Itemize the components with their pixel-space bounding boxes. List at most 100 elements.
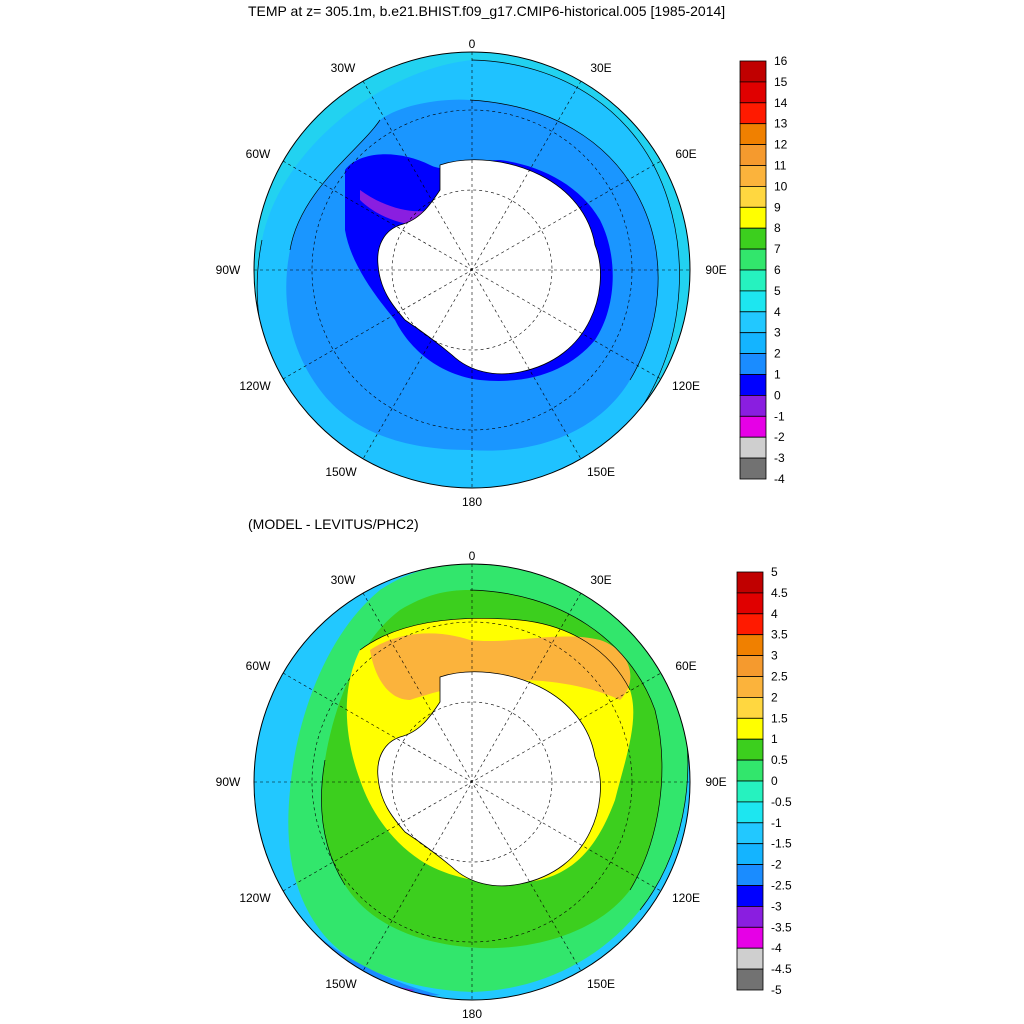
top-colorbar-swatch-5 xyxy=(739,165,767,187)
top-colorbar-swatch-11 xyxy=(739,290,767,313)
top-colorbar-label-1: 15 xyxy=(774,75,788,89)
top-colorbar-label-7: 9 xyxy=(774,200,781,214)
bottom-colorbar-label-2: 4 xyxy=(771,607,778,621)
top-lon-label-0: 0 xyxy=(469,37,476,51)
top-colorbar-label-9: 7 xyxy=(774,242,781,256)
top-colorbar-label-13: 3 xyxy=(774,326,781,340)
bottom-colorbar-label-13: -1.5 xyxy=(771,837,792,851)
top-colorbar-swatch-15 xyxy=(739,374,767,396)
bottom-antarctica xyxy=(377,671,601,887)
top-lon-label-7: 150W xyxy=(325,465,357,479)
bottom-map-title: (MODEL - LEVITUS/PHC2) xyxy=(248,516,419,532)
top-colorbar-swatch-7 xyxy=(739,206,767,229)
bottom-colorbar: 5 4.5 4 3.5 3 2.5 2 1.5 1 0.5 0 -0.5 -1 -1.5 -2 -2.5 -3 -… xyxy=(736,565,792,997)
top-colorbar-label-10: 6 xyxy=(774,263,781,277)
top-lon-label-6: 180 xyxy=(462,495,482,509)
top-shelf-purple xyxy=(360,190,430,225)
bottom-colorbar-swatch-18 xyxy=(736,947,764,970)
top-colorbar-label-15: 1 xyxy=(774,368,781,382)
bottom-colorbar-swatch-13 xyxy=(736,843,764,866)
top-colorbar-label-0: 16 xyxy=(774,54,788,68)
top-colorbar-label-2: 14 xyxy=(774,96,788,110)
bottom-colorbar-swatch-15 xyxy=(736,885,764,907)
top-colorbar-label-3: 13 xyxy=(774,117,788,131)
top-lon-label-1: 30E xyxy=(590,61,611,75)
top-lon-label-5: 150E xyxy=(587,465,615,479)
bottom-lon-label-3: 90E xyxy=(705,775,726,789)
bottom-colorbar-swatch-17 xyxy=(736,926,764,949)
bottom-colorbar-label-0: 5 xyxy=(771,565,778,579)
bottom-colorbar-label-16: -3 xyxy=(771,899,782,913)
bottom-colorbar-label-19: -4.5 xyxy=(771,962,792,976)
top-colorbar-swatch-6 xyxy=(739,185,767,208)
top-colorbar-swatch-18 xyxy=(739,436,767,459)
top-colorbar-label-11: 5 xyxy=(774,284,781,298)
top-colorbar-label-18: -2 xyxy=(774,430,785,444)
bottom-lon-label-9: 90W xyxy=(216,775,241,789)
top-colorbar-swatch-1 xyxy=(739,81,767,104)
bottom-colorbar-label-12: -1 xyxy=(771,816,782,830)
bottom-lon-label-6: 180 xyxy=(462,1007,482,1021)
top-colorbar-label-19: -3 xyxy=(774,451,785,465)
bottom-colorbar-swatch-4 xyxy=(736,655,764,677)
bottom-map-border xyxy=(253,563,691,1001)
top-colorbar-swatch-10 xyxy=(739,269,767,292)
top-colorbar-swatch-2 xyxy=(739,102,767,125)
top-colorbar-label-5: 11 xyxy=(774,159,787,173)
top-colorbar-swatch-17 xyxy=(739,415,767,438)
top-colorbar-label-17: -1 xyxy=(774,409,785,423)
bottom-colorbar-swatch-12 xyxy=(736,822,764,845)
bottom-colorbar-label-10: 0 xyxy=(771,774,778,788)
bottom-colorbar-label-15: -2.5 xyxy=(771,879,792,893)
top-lon-label-9: 90W xyxy=(216,263,241,277)
top-colorbar-swatch-14 xyxy=(739,353,767,375)
top-polar-map xyxy=(254,52,690,488)
bottom-colorbar-label-3: 3.5 xyxy=(771,628,788,642)
bottom-colorbar-swatch-9 xyxy=(736,759,764,782)
bottom-colorbar-swatch-19 xyxy=(736,968,764,991)
top-colorbar-swatch-13 xyxy=(739,332,767,355)
bottom-colorbar-label-7: 1.5 xyxy=(771,711,788,725)
bottom-lon-label-4: 120E xyxy=(672,891,700,905)
bottom-polar-map xyxy=(254,564,690,1000)
top-colorbar-swatch-8 xyxy=(739,227,767,250)
bottom-colorbar-label-1: 4.5 xyxy=(771,586,788,600)
bottom-lon-label-7: 150W xyxy=(325,977,357,991)
bottom-colorbar-swatch-6 xyxy=(736,697,764,719)
bottom-colorbar-label-8: 1 xyxy=(771,732,778,746)
top-colorbar-label-16: 0 xyxy=(774,388,781,402)
bottom-colorbar-swatch-7 xyxy=(736,717,764,740)
bottom-colorbar-label-4: 3 xyxy=(771,649,778,663)
bottom-colorbar-swatch-1 xyxy=(736,592,764,615)
top-colorbar-label-8: 8 xyxy=(774,221,781,235)
bottom-colorbar-swatch-3 xyxy=(736,634,764,657)
top-colorbar-swatch-19 xyxy=(739,457,767,480)
top-lon-label-3: 90E xyxy=(705,263,726,277)
bottom-lon-label-5: 150E xyxy=(587,977,615,991)
bottom-colorbar-label-6: 2 xyxy=(771,690,778,704)
top-colorbar-swatch-16 xyxy=(739,394,767,417)
top-colorbar-label-20: -4 xyxy=(774,472,785,486)
bottom-lon-label-1: 30E xyxy=(590,573,611,587)
bottom-lon-label-8: 120W xyxy=(239,891,271,905)
bottom-colorbar-swatch-16 xyxy=(736,906,764,928)
top-lon-label-11: 30W xyxy=(331,61,356,75)
bottom-lon-label-10: 60W xyxy=(246,659,271,673)
bottom-colorbar-swatch-10 xyxy=(736,780,764,803)
bottom-lon-label-11: 30W xyxy=(331,573,356,587)
top-lon-label-10: 60W xyxy=(246,147,271,161)
top-lon-label-2: 60E xyxy=(675,147,696,161)
top-lon-label-4: 120E xyxy=(672,379,700,393)
bottom-colorbar-swatch-8 xyxy=(736,738,764,761)
bottom-colorbar-swatch-14 xyxy=(736,864,764,886)
bottom-colorbar-swatch-11 xyxy=(736,801,764,824)
top-colorbar-swatch-9 xyxy=(739,248,767,271)
bottom-colorbar-swatch-5 xyxy=(736,676,764,698)
bottom-colorbar-label-14: -2 xyxy=(771,858,782,872)
bottom-warm-orange xyxy=(370,633,631,700)
bottom-colorbar-swatch-2 xyxy=(736,613,764,636)
top-longitude-labels: 0 30E 60E 90E 120E 150E 180 150W 120W 90W 60W 30W xyxy=(216,37,727,509)
top-colorbar-swatch-0 xyxy=(739,60,767,83)
